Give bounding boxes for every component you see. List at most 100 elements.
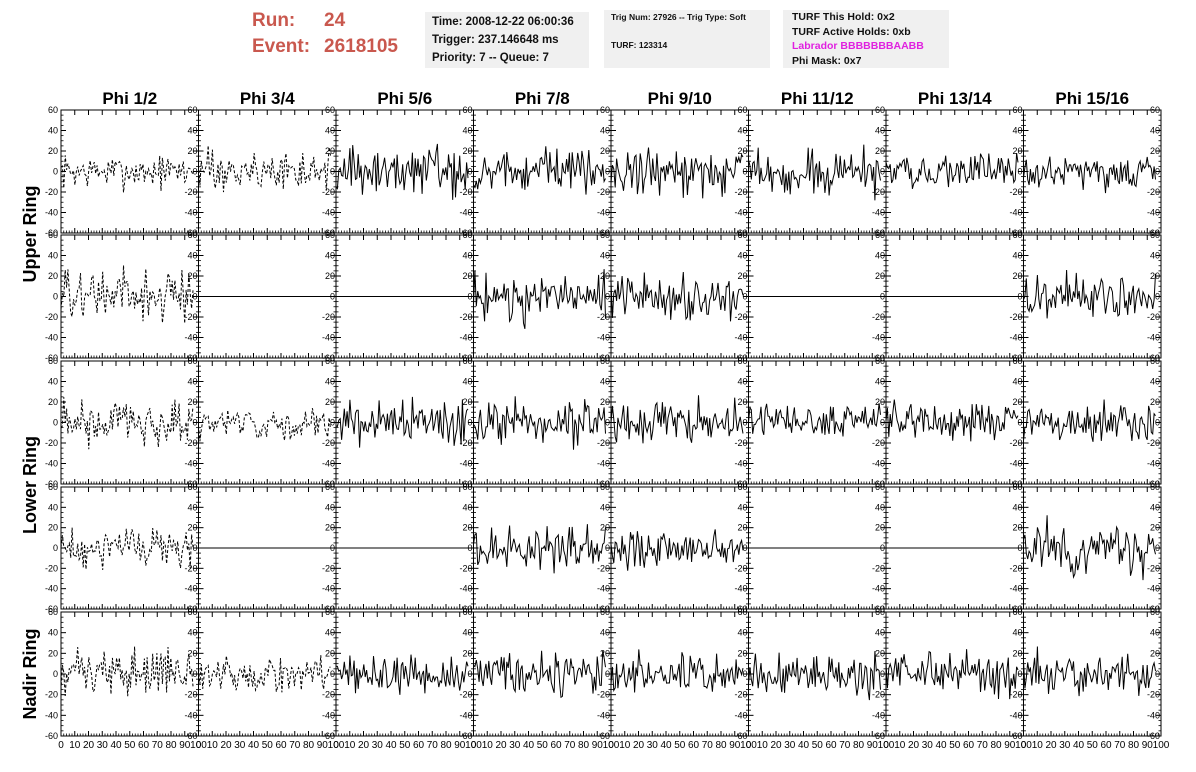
x-tick-label: 100: [1153, 740, 1170, 751]
y-tick-label: 20: [187, 523, 197, 533]
y-tick-label: -40: [597, 208, 610, 218]
y-tick-label: 60: [737, 230, 747, 240]
x-tick-label: 100: [603, 740, 620, 751]
turf-active-text: TURF Active Holds: 0xb: [792, 25, 911, 38]
waveform-trace: [885, 399, 1019, 442]
x-tick-label: 50: [399, 740, 411, 751]
x-tick-label: 60: [275, 740, 287, 751]
y-tick-label: 60: [1012, 105, 1022, 115]
trigger-text: Trigger: 237.146648 ms: [432, 34, 559, 46]
y-tick-label: 20: [600, 397, 610, 407]
y-tick-label: 20: [325, 648, 335, 658]
y-tick-label: 40: [737, 251, 747, 261]
y-tick-label: -40: [872, 584, 885, 594]
x-tick-label: 60: [825, 740, 837, 751]
y-tick-label: -20: [322, 563, 335, 573]
y-tick-label: 0: [330, 167, 335, 177]
x-tick-label: 20: [908, 740, 920, 751]
y-tick-label: -20: [1009, 690, 1022, 700]
y-tick-label: 40: [1012, 377, 1022, 387]
y-tick-label: 40: [325, 502, 335, 512]
y-tick-label: 60: [48, 356, 58, 366]
x-tick-label: 30: [1059, 740, 1071, 751]
y-tick-label: -40: [1009, 584, 1022, 594]
y-tick-label: 20: [737, 523, 747, 533]
run-value: 24: [324, 10, 346, 31]
x-tick-label: 80: [990, 740, 1002, 751]
y-tick-label: 60: [875, 607, 885, 617]
y-tick-label: 40: [875, 628, 885, 638]
y-tick-label: 40: [187, 628, 197, 638]
x-tick-label: 20: [358, 740, 370, 751]
y-tick-label: -20: [1009, 563, 1022, 573]
waveform-trace: [610, 649, 744, 693]
y-tick-label: -60: [322, 731, 335, 741]
y-tick-label: -60: [1147, 731, 1160, 741]
x-tick-label: 40: [248, 740, 260, 751]
y-tick-label: 0: [192, 292, 197, 302]
x-tick-label: 70: [289, 740, 301, 751]
y-tick-label: -60: [459, 731, 472, 741]
y-tick-label: -60: [459, 353, 472, 363]
ring-label: Upper Ring: [20, 186, 40, 283]
turf-info-box: TURF This Hold: 0x2 TURF Active Holds: 0…: [783, 10, 949, 68]
x-tick-label: 10: [207, 740, 219, 751]
waveform-trace: [473, 269, 606, 330]
y-tick-label: 0: [1155, 543, 1160, 553]
plot-frame: [610, 486, 749, 610]
y-tick-label: 0: [330, 669, 335, 679]
y-tick-label: -60: [734, 479, 747, 489]
waveform-trace: [610, 271, 744, 322]
y-tick-label: -20: [459, 690, 472, 700]
y-tick-label: 0: [605, 292, 610, 302]
plot-frame: [335, 109, 474, 234]
y-tick-label: -60: [459, 228, 472, 238]
x-tick-label: 10: [1032, 740, 1044, 751]
y-tick-label: 0: [742, 292, 747, 302]
waveform-trace: [1023, 515, 1156, 581]
x-tick-label: 70: [839, 740, 851, 751]
waveform-trace: [335, 143, 469, 200]
y-tick-label: -40: [459, 208, 472, 218]
x-tick-label: 10: [757, 740, 769, 751]
y-tick-label: 0: [192, 669, 197, 679]
waveform-trace: [1023, 646, 1156, 697]
x-tick-label: 0: [883, 740, 889, 751]
y-tick-label: 40: [600, 502, 610, 512]
y-tick-label: 60: [187, 607, 197, 617]
y-tick-label: 40: [48, 377, 58, 387]
y-tick-label: -60: [184, 479, 197, 489]
y-tick-label: 60: [600, 607, 610, 617]
y-tick-label: 60: [325, 607, 335, 617]
x-tick-label: 60: [1100, 740, 1112, 751]
y-tick-label: 40: [1150, 502, 1160, 512]
y-tick-label: 20: [1012, 271, 1022, 281]
y-tick-label: 60: [1150, 230, 1160, 240]
column-header: Phi 9/10: [648, 89, 712, 108]
y-tick-label: -60: [1147, 604, 1160, 614]
y-tick-label: 40: [600, 251, 610, 261]
y-tick-label: 60: [48, 607, 58, 617]
y-tick-label: 0: [605, 669, 610, 679]
y-tick-label: 40: [187, 502, 197, 512]
y-tick-label: 60: [875, 105, 885, 115]
y-tick-label: 20: [875, 648, 885, 658]
x-tick-label: 50: [124, 740, 136, 751]
y-tick-label: 20: [325, 271, 335, 281]
y-tick-label: 60: [48, 482, 58, 492]
x-tick-label: 80: [165, 740, 177, 751]
y-tick-label: 20: [462, 648, 472, 658]
y-tick-label: -40: [1147, 459, 1160, 469]
waveform-trace: [610, 529, 744, 571]
x-tick-label: 100: [878, 740, 895, 751]
x-tick-label: 30: [234, 740, 246, 751]
x-tick-label: 50: [949, 740, 961, 751]
y-tick-label: -20: [184, 690, 197, 700]
y-tick-label: 20: [462, 523, 472, 533]
x-tick-label: 40: [660, 740, 672, 751]
y-tick-label: 0: [1017, 167, 1022, 177]
y-tick-label: 0: [330, 418, 335, 428]
x-tick-label: 40: [110, 740, 122, 751]
y-tick-label: 60: [325, 356, 335, 366]
x-tick-label: 10: [619, 740, 631, 751]
